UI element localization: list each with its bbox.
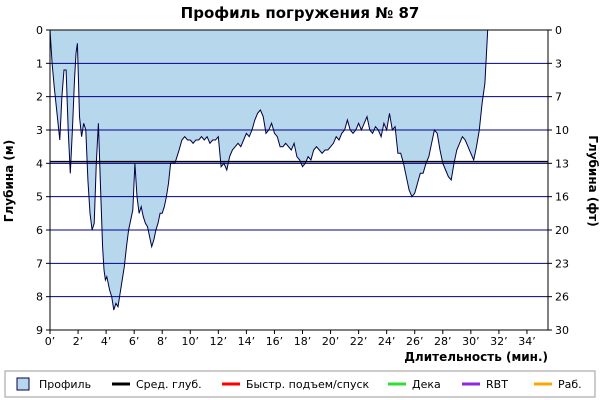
y-left-tick-label: 4	[36, 157, 43, 170]
y-left-tick-label: 1	[36, 57, 43, 70]
x-tick-label: 14’	[238, 335, 256, 348]
y-axis-right-ticks: 0 3 7 10 13 16 20 23 26 30	[548, 24, 569, 337]
plot-frame	[49, 29, 549, 331]
legend-label: Дека	[412, 378, 441, 391]
x-tick-label: 10’	[182, 335, 200, 348]
legend-box	[4, 370, 596, 398]
y-right-tick-label: 16	[555, 191, 569, 204]
legend-label: RBT	[486, 378, 508, 391]
legend-label: Сред. глуб.	[136, 378, 202, 391]
x-tick-label: 2’	[73, 335, 84, 348]
legend-label: Раб.	[558, 378, 582, 391]
y-right-tick-label: 30	[555, 324, 569, 337]
y-right-tick-label: 13	[555, 157, 569, 170]
y-left-tick-label: 9	[36, 324, 43, 337]
profile-line	[49, 29, 489, 311]
x-tick-label: 30’	[462, 335, 480, 348]
y-right-tick-label: 0	[555, 24, 562, 37]
x-tick-label: 4’	[101, 335, 112, 348]
x-axis-label: Длительность (мин.)	[404, 350, 548, 364]
y-axis-left-label: Глубина (м)	[2, 140, 16, 222]
y-right-tick-label: 23	[555, 257, 569, 270]
x-tick-label: 20’	[322, 335, 340, 348]
y-axis-left-ticks: 0 1 2 3 4 5 6 7 8 9	[36, 24, 50, 337]
x-tick-label: 8’	[157, 335, 168, 348]
grid-lines	[50, 62, 548, 298]
y-left-tick-label: 6	[36, 224, 43, 237]
legend-label: Профиль	[39, 378, 91, 391]
x-tick-label: 22’	[350, 335, 368, 348]
y-left-tick-label: 3	[36, 124, 43, 137]
x-tick-label: 6’	[129, 335, 140, 348]
y-left-tick-label: 5	[36, 191, 43, 204]
y-left-tick-label: 2	[36, 91, 43, 104]
y-left-tick-label: 7	[36, 257, 43, 270]
y-right-tick-label: 7	[555, 91, 562, 104]
x-tick-label: 28’	[434, 335, 452, 348]
y-right-tick-label: 10	[555, 124, 569, 137]
y-right-tick-label: 26	[555, 291, 569, 304]
y-axis-right-label: Глубина (фт)	[586, 135, 600, 226]
x-tick-label: 18’	[294, 335, 312, 348]
y-left-tick-label: 0	[36, 24, 43, 37]
x-tick-label: 24’	[378, 335, 396, 348]
legend-label: Быстр. подъем/спуск	[246, 378, 370, 391]
y-right-tick-label: 20	[555, 224, 569, 237]
profile-area	[50, 30, 488, 310]
legend-swatch-profile	[16, 377, 30, 391]
plot-area	[49, 29, 549, 331]
x-tick-label: 12’	[210, 335, 228, 348]
y-right-tick-label: 3	[555, 57, 562, 70]
x-tick-label: 34’	[518, 335, 536, 348]
x-tick-label: 32’	[490, 335, 508, 348]
x-tick-label: 16’	[266, 335, 284, 348]
x-axis-ticks: 0’ 2’ 4’ 6’ 8’ 10’ 12’ 14’ 16’ 18’ 20’ 22’ 24’ 26’ 28’…	[45, 330, 536, 348]
chart-title: Профиль погружения № 87	[181, 4, 420, 22]
x-tick-label: 26’	[406, 335, 424, 348]
x-tick-label: 0’	[45, 335, 56, 348]
legend: Профиль Сред. глуб. Быстр. подъем/спуск Дек…	[4, 370, 596, 398]
y-left-tick-label: 8	[36, 291, 43, 304]
